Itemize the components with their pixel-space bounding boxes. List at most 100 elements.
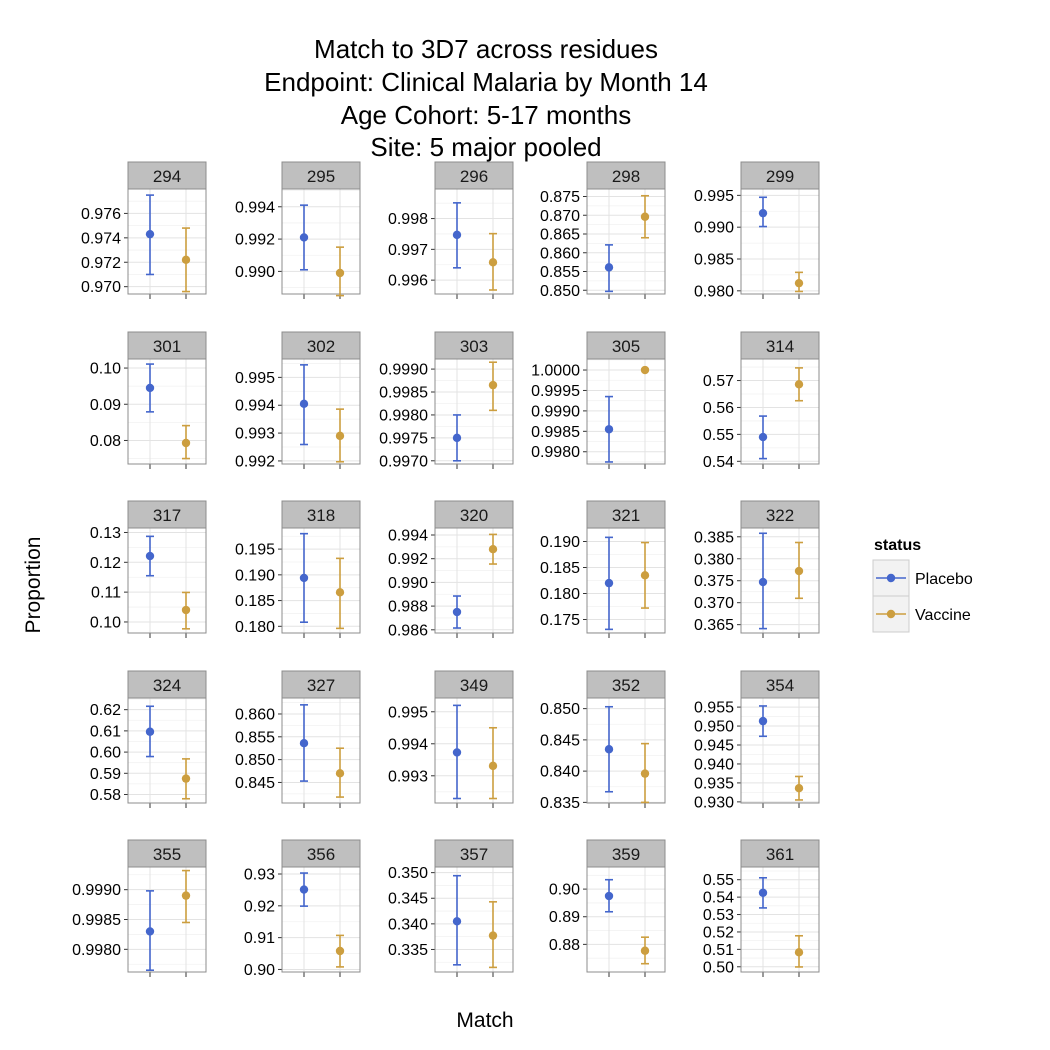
y-tick-label: 0.945 <box>694 738 734 755</box>
vaccine-point <box>794 278 804 288</box>
placebo-point <box>758 716 768 726</box>
y-tick-label: 0.855 <box>235 729 275 746</box>
y-tick-label: 0.990 <box>235 264 275 281</box>
facet-panel-321: 321 0.175 0.180 0.185 0.190 <box>540 500 666 638</box>
placebo-point <box>299 738 309 748</box>
facet-strip-label: 301 <box>153 337 181 356</box>
y-tick-label: 0.9990 <box>531 403 580 420</box>
facet-panel-299: 299 0.980 0.985 0.990 0.995 <box>694 161 820 300</box>
facet-panel-327: 327 0.845 0.850 0.855 0.860 <box>235 670 361 808</box>
panel-border <box>434 697 514 804</box>
placebo-point <box>758 888 768 897</box>
y-tick-label: 0.994 <box>235 199 275 216</box>
y-tick-label: 0.50 <box>703 959 734 976</box>
vaccine-point <box>488 761 498 771</box>
facet-strip-label: 324 <box>153 676 181 695</box>
y-tick-label: 0.93 <box>244 867 275 884</box>
y-tick-label: 0.55 <box>703 427 734 444</box>
y-tick-label: 0.180 <box>540 586 580 603</box>
vaccine-point <box>640 212 650 221</box>
y-tick-label: 0.190 <box>540 534 580 551</box>
facet-strip <box>281 839 361 868</box>
panel-background <box>281 358 361 465</box>
panel-background <box>127 358 207 465</box>
placebo-point <box>299 233 309 242</box>
y-tick-label: 0.365 <box>694 617 734 634</box>
panel-background <box>434 358 514 465</box>
y-tick-label: 0.380 <box>694 551 734 568</box>
panel-border <box>586 527 666 634</box>
vaccine-point <box>181 774 191 783</box>
y-tick-label: 0.335 <box>388 942 428 959</box>
y-tick-label: 0.990 <box>388 575 428 592</box>
facet-panel-314: 314 0.54 0.55 0.56 0.57 <box>703 331 820 471</box>
y-tick-label: 0.870 <box>540 208 580 225</box>
facet-panel-322: 322 0.365 0.370 0.375 0.380 0.385 <box>694 500 820 638</box>
panel-border <box>281 358 361 465</box>
facet-strip-label: 354 <box>766 676 794 695</box>
facet-strip-label: 296 <box>460 167 488 186</box>
y-tick-label: 0.9985 <box>379 385 428 402</box>
panel-border <box>586 358 666 465</box>
facet-strip-label: 361 <box>766 845 794 864</box>
panel-background <box>586 866 666 973</box>
chart-title: Match to 3D7 across residues Endpoint: C… <box>264 34 708 162</box>
legend: status Placebo Vaccine <box>872 537 973 633</box>
y-tick-label: 1.0000 <box>531 363 580 380</box>
facet-strip-label: 318 <box>307 506 335 525</box>
facet-panel-320: 320 0.986 0.988 0.990 0.992 0.994 <box>388 500 514 639</box>
facet-strip <box>740 161 820 190</box>
x-axis-title: Match <box>456 1009 513 1032</box>
y-tick-label: 0.185 <box>235 593 275 610</box>
facet-strip <box>434 839 514 868</box>
facet-panel-317: 317 0.10 0.11 0.12 0.13 <box>90 500 207 638</box>
panel-background <box>586 358 666 465</box>
y-tick-label: 0.860 <box>235 706 275 723</box>
vaccine-point <box>335 431 345 441</box>
legend-label-placebo: Placebo <box>915 571 973 588</box>
facet-strip <box>281 161 361 190</box>
panel-background <box>740 697 820 804</box>
title-line-1: Match to 3D7 across residues <box>314 34 658 64</box>
legend-label-vaccine: Vaccine <box>915 607 971 624</box>
facet-panel-359: 359 0.88 0.89 0.90 <box>549 839 666 977</box>
panel-border <box>434 866 514 973</box>
facet-panel-324: 324 0.58 0.59 0.60 0.61 0.62 <box>90 670 207 808</box>
y-tick-label: 0.180 <box>235 619 275 636</box>
panel-border <box>127 188 207 295</box>
y-tick-label: 0.195 <box>235 542 275 559</box>
y-tick-label: 0.370 <box>694 595 734 612</box>
y-tick-label: 0.992 <box>235 232 275 249</box>
placebo-point <box>145 229 155 239</box>
y-tick-label: 0.54 <box>703 890 734 907</box>
panel-border <box>434 358 514 465</box>
facet-panel-356: 356 0.90 0.91 0.92 0.93 <box>244 839 361 979</box>
facet-strip <box>127 670 207 699</box>
y-tick-label: 0.175 <box>540 612 580 629</box>
y-tick-label: 0.998 <box>388 211 428 228</box>
placebo-point <box>604 891 614 901</box>
facet-panel-294: 294 0.970 0.972 0.974 0.976 <box>81 161 207 299</box>
y-tick-label: 0.90 <box>549 882 580 899</box>
panel-background <box>434 188 514 295</box>
facet-strip-label: 295 <box>307 167 335 186</box>
legend-point-placebo <box>886 573 896 583</box>
y-tick-label: 0.935 <box>694 775 734 792</box>
panel-background <box>586 697 666 804</box>
y-axis-title: Proportion <box>22 537 45 634</box>
facet-strip <box>127 161 207 190</box>
facet-strip <box>281 500 361 529</box>
facet-strip <box>127 500 207 529</box>
facet-strip-label: 321 <box>612 506 640 525</box>
y-tick-label: 0.190 <box>235 567 275 584</box>
placebo-point <box>452 230 462 240</box>
panel-background <box>434 527 514 634</box>
facet-strip <box>434 331 514 360</box>
panel-background <box>281 697 361 804</box>
y-tick-label: 0.11 <box>91 585 121 602</box>
placebo-point <box>604 425 614 434</box>
y-tick-label: 0.9995 <box>531 383 580 400</box>
panel-background <box>434 697 514 804</box>
y-tick-label: 0.10 <box>90 614 121 631</box>
